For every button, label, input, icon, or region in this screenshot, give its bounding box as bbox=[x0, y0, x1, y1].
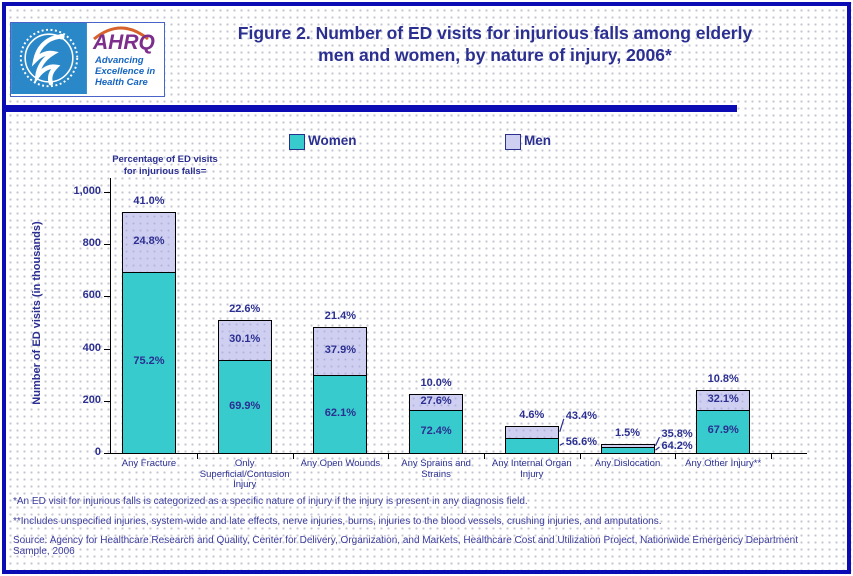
x-axis-tick bbox=[675, 453, 677, 459]
bar-women-pct-label: 56.6% bbox=[565, 436, 597, 448]
x-axis-tick bbox=[196, 453, 198, 459]
ahrq-tagline-line1: Advancing bbox=[95, 55, 144, 66]
source-note: Source: Agency for Healthcare Research a… bbox=[13, 535, 798, 557]
bar-women-pct-label: 72.4% bbox=[420, 424, 452, 437]
bar-women-segment bbox=[600, 447, 655, 454]
bar-women-segment bbox=[122, 271, 176, 454]
bar-men-segment bbox=[313, 327, 368, 376]
bar-men-segment bbox=[217, 320, 272, 362]
y-axis-tick bbox=[104, 348, 110, 350]
legend-women-swatch bbox=[289, 134, 305, 150]
bar-men-pct-label: 27.6% bbox=[420, 395, 452, 408]
x-axis-category-label: Any Open Wounds bbox=[300, 458, 381, 469]
x-axis-tick bbox=[388, 453, 390, 459]
bar-women-segment bbox=[696, 409, 751, 454]
ahrq-tagline: Advancing Excellence in Health Care bbox=[95, 55, 155, 88]
bar-total-pct-label: 10.0% bbox=[420, 377, 452, 390]
y-axis-tick-label: 0 bbox=[94, 446, 101, 458]
bar-total-pct-label: 22.6% bbox=[229, 303, 261, 316]
x-axis-tick bbox=[579, 453, 581, 459]
legend-men-swatch bbox=[505, 134, 521, 150]
bar-men-segment bbox=[122, 212, 176, 273]
ahrq-arc-icon bbox=[93, 26, 149, 41]
figure-title-line1: Figure 2. Number of ED visits for injuri… bbox=[237, 23, 753, 43]
bar-women-pct-label: 64.2% bbox=[661, 440, 693, 452]
x-axis-category-label: Any Fracture bbox=[121, 458, 177, 469]
y-axis-tick bbox=[104, 296, 110, 298]
x-axis-category-label: Any Other Injury** bbox=[685, 458, 762, 469]
x-axis-category-label: Any Sprains and Strains bbox=[401, 458, 471, 480]
bar-men-pct-label: 32.1% bbox=[707, 392, 739, 405]
bar-total-pct-label: 1.5% bbox=[614, 427, 641, 440]
bar-men-segment bbox=[409, 394, 464, 412]
ahrq-wordmark: AHRQ bbox=[93, 31, 155, 54]
bar-men-pct-label: 30.1% bbox=[229, 333, 261, 346]
percentage-annotation: Percentage of ED visits for injurious fa… bbox=[95, 154, 235, 178]
percentage-annotation-line1: Percentage of ED visits bbox=[112, 154, 218, 165]
y-axis-tick bbox=[104, 244, 110, 246]
y-axis-title: Number of ED visits (in thousands) bbox=[31, 221, 43, 405]
x-axis-tick bbox=[483, 453, 485, 459]
footnote-asterisk: *An ED visit for injurious falls is cate… bbox=[13, 496, 528, 507]
bar-women-segment bbox=[217, 360, 272, 454]
bar-women-segment bbox=[313, 374, 368, 454]
figure-title-line2: men and women, by nature of injury, 2006… bbox=[318, 45, 672, 65]
y-axis-tick bbox=[104, 400, 110, 402]
x-axis-category-label: Only Superficial/Contusion Injury bbox=[199, 458, 290, 490]
ahrq-tagline-line3: Health Care bbox=[95, 77, 148, 88]
bar-total-pct-label: 10.8% bbox=[707, 372, 739, 385]
x-axis-tick bbox=[292, 453, 294, 459]
y-axis-tick bbox=[104, 453, 110, 454]
y-axis-tick-label: 400 bbox=[82, 341, 101, 354]
figure-title: Figure 2. Number of ED visits for injuri… bbox=[180, 22, 810, 66]
bar-women-segment bbox=[409, 410, 464, 454]
legend-men-label: Men bbox=[524, 133, 551, 148]
bar-men-pct-label: 35.8% bbox=[661, 428, 693, 441]
bar-women-pct-label: 69.9% bbox=[229, 399, 261, 412]
bar-total-pct-label: 21.4% bbox=[324, 310, 356, 323]
bar-women-segment bbox=[504, 437, 559, 454]
bar-men-pct-label: 37.9% bbox=[324, 344, 356, 357]
y-axis-tick bbox=[104, 192, 110, 193]
bar-men-pct-label: 43.4% bbox=[565, 409, 597, 422]
hhs-ahrq-logo: AHRQ Advancing Excellence in Health Care bbox=[10, 22, 165, 97]
ahrq-logo: AHRQ Advancing Excellence in Health Care bbox=[87, 23, 164, 96]
bar-women-pct-label: 62.1% bbox=[324, 406, 356, 419]
x-axis-category-label: Any Internal Organ Injury bbox=[491, 458, 572, 480]
y-axis-tick-label: 800 bbox=[82, 237, 101, 250]
x-axis-tick bbox=[771, 453, 773, 459]
percentage-annotation-line2: for injurious falls= bbox=[123, 166, 207, 177]
bar-men-pct-label: 24.8% bbox=[133, 234, 165, 247]
bar-men-segment bbox=[696, 389, 751, 411]
y-axis-tick-label: 1,000 bbox=[73, 185, 101, 197]
x-axis-category-label: Any Dislocation bbox=[594, 458, 661, 469]
footnote-double-asterisk: **Includes unspecified injuries, system-… bbox=[13, 516, 662, 527]
y-axis-tick-label: 600 bbox=[82, 289, 101, 302]
bar-women-pct-label: 75.2% bbox=[133, 355, 165, 368]
bar-total-pct-label: 4.6% bbox=[519, 408, 545, 421]
legend-women-label: Women bbox=[308, 133, 357, 148]
bar-total-pct-label: 41.0% bbox=[133, 195, 165, 208]
bar-women-pct-label: 67.9% bbox=[707, 424, 739, 437]
ahrq-tagline-line2: Excellence in bbox=[95, 66, 156, 77]
header-separator-band bbox=[6, 105, 737, 112]
hhs-logo-icon bbox=[11, 23, 87, 94]
y-axis-tick-label: 200 bbox=[82, 393, 101, 406]
y-axis-line bbox=[110, 178, 111, 454]
bar-men-segment bbox=[504, 425, 559, 439]
